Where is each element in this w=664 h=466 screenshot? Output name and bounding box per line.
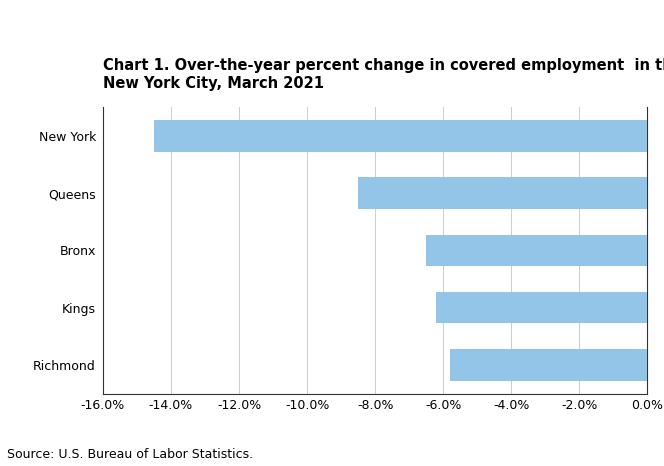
- Bar: [436, 292, 647, 323]
- Bar: [358, 178, 647, 209]
- Text: Source: U.S. Bureau of Labor Statistics.: Source: U.S. Bureau of Labor Statistics.: [7, 448, 253, 461]
- Text: Chart 1. Over-the-year percent change in covered employment  in the five countie: Chart 1. Over-the-year percent change in…: [103, 58, 664, 91]
- Bar: [426, 235, 647, 266]
- Bar: [450, 349, 647, 381]
- Bar: [154, 120, 647, 152]
